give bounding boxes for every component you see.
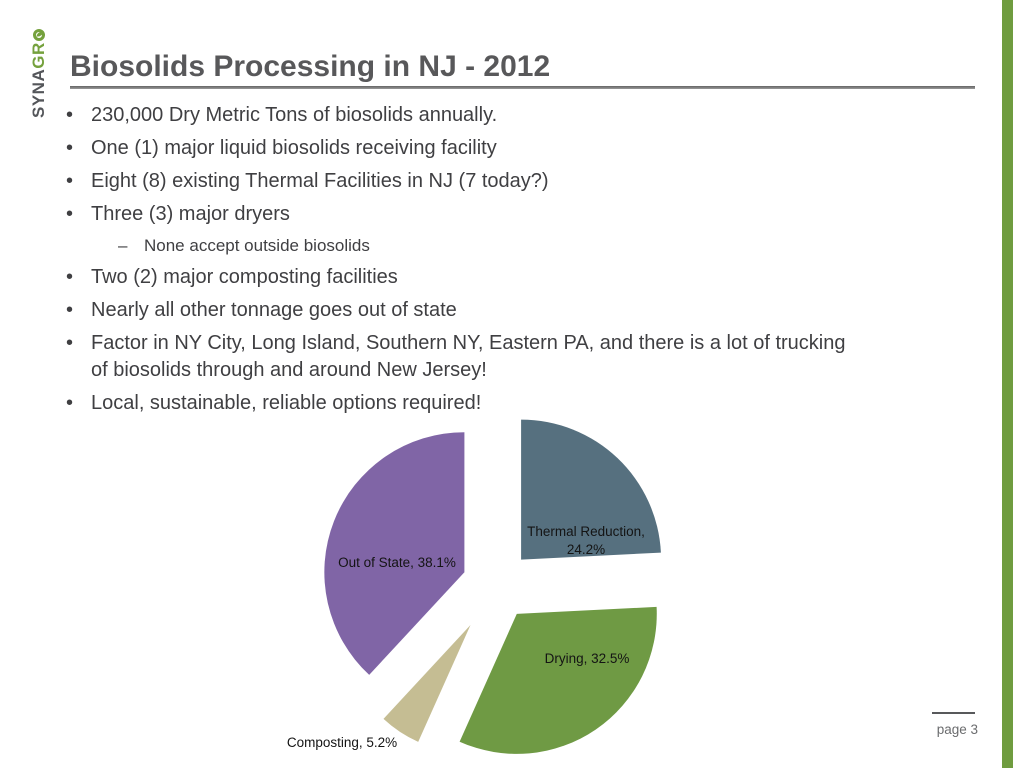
pie-slice-composting bbox=[383, 625, 471, 742]
pie-label-drying: Drying, 32.5% bbox=[545, 651, 630, 666]
footer-line bbox=[932, 712, 975, 714]
bullet-text: Eight (8) existing Thermal Facilities in… bbox=[91, 170, 549, 192]
bullet-marker: • bbox=[66, 266, 74, 288]
bullet-item: • One (1) major liquid biosolids receivin… bbox=[60, 135, 975, 162]
bullet-marker: • bbox=[66, 332, 74, 354]
bullet-text: One (1) major liquid biosolids receiving… bbox=[91, 137, 497, 159]
bullet-marker: • bbox=[66, 170, 74, 192]
page-number: page 3 bbox=[936, 722, 978, 737]
right-accent-bar bbox=[1002, 0, 1013, 768]
bullet-text: Three (3) major dryers bbox=[91, 203, 290, 225]
bullet-text: 230,000 Dry Metric Tons of biosolids ann… bbox=[91, 104, 498, 126]
bullet-list: • 230,000 Dry Metric Tons of biosolids an… bbox=[60, 102, 975, 423]
bullet-item: • Local, sustainable, reliable options re… bbox=[60, 390, 975, 417]
bullet-marker: • bbox=[66, 137, 74, 159]
title-underline bbox=[70, 86, 975, 89]
pie-slice-out-of-state bbox=[324, 432, 465, 675]
bullet-marker: • bbox=[66, 299, 74, 321]
pie-label-thermal-reduction: 24.2% bbox=[567, 542, 605, 557]
bullet-item: • Nearly all other tonnage goes out of st… bbox=[60, 297, 975, 324]
bullet-item: • Factor in NY City, Long Island, Souther… bbox=[60, 330, 975, 384]
bullet-text: None accept outside biosolids bbox=[144, 236, 370, 255]
pie-label-out-of-state: Out of State, 38.1% bbox=[338, 555, 456, 570]
bullet-marker: • bbox=[66, 203, 74, 225]
dash-marker: – bbox=[118, 236, 128, 255]
bullet-item: • Two (2) major composting facilities bbox=[60, 264, 975, 291]
bullet-text: Two (2) major composting facilities bbox=[91, 266, 398, 288]
pie-slice-drying bbox=[459, 606, 657, 754]
pie-label-composting: Composting, 5.2% bbox=[287, 735, 397, 750]
bullet-marker: • bbox=[66, 104, 74, 126]
pie-slice-thermal-reduction bbox=[521, 419, 661, 560]
bullet-marker: • bbox=[66, 392, 74, 414]
sub-bullet-item: – None accept outside biosolids bbox=[60, 234, 975, 258]
slide-title: Biosolids Processing in NJ - 2012 bbox=[70, 50, 551, 83]
bullet-text: Factor in NY City, Long Island, Southern… bbox=[91, 332, 846, 381]
pie-label-thermal-reduction: Thermal Reduction, bbox=[527, 524, 645, 539]
bullet-item: • Three (3) major dryers bbox=[60, 201, 975, 228]
bullet-text: Nearly all other tonnage goes out of sta… bbox=[91, 299, 457, 321]
bullet-text: Local, sustainable, reliable options req… bbox=[91, 392, 482, 414]
bullet-item: • 230,000 Dry Metric Tons of biosolids an… bbox=[60, 102, 975, 129]
bullet-item: • Eight (8) existing Thermal Facilities i… bbox=[60, 168, 975, 195]
